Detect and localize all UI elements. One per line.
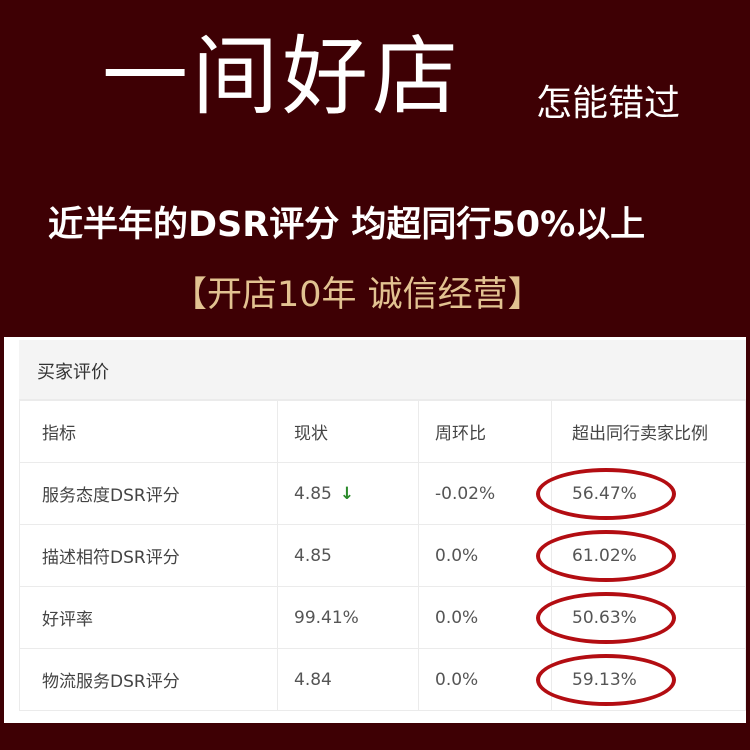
table-row: 描述相符DSR评分 4.85 0.0% 61.02% bbox=[19, 524, 746, 587]
column-header: 周环比 bbox=[418, 400, 552, 463]
wow-cell: 0.0% bbox=[418, 524, 552, 587]
column-header: 现状 bbox=[277, 400, 419, 463]
highlight-ring bbox=[536, 530, 676, 582]
buyer-review-panel: 买家评价 指标 现状 周环比 超出同行卖家比例 服务态度DSR评分 4.85 ↓ … bbox=[4, 337, 746, 723]
highlight-ring bbox=[536, 654, 676, 706]
current-cell: 4.85 bbox=[277, 524, 419, 587]
highlight-ring bbox=[536, 592, 676, 644]
wow-cell: 0.0% bbox=[418, 586, 552, 649]
metric-cell: 物流服务DSR评分 bbox=[19, 648, 278, 711]
highlight-ring bbox=[536, 468, 676, 520]
table-row: 物流服务DSR评分 4.84 0.0% 59.13% bbox=[19, 648, 746, 711]
table-header-row: 指标 现状 周环比 超出同行卖家比例 bbox=[19, 400, 746, 463]
metric-cell: 好评率 bbox=[19, 586, 278, 649]
exceed-cell: 50.63% bbox=[536, 586, 746, 649]
current-cell: 4.85 ↓ bbox=[277, 462, 419, 525]
wow-cell: 0.0% bbox=[418, 648, 552, 711]
exceed-cell: 61.02% bbox=[536, 524, 746, 587]
metric-cell: 描述相符DSR评分 bbox=[19, 524, 278, 587]
wow-cell: -0.02% bbox=[418, 462, 552, 525]
arrow-down-icon: ↓ bbox=[339, 483, 355, 504]
exceed-cell: 56.47% bbox=[536, 462, 746, 525]
column-header: 超出同行卖家比例 bbox=[551, 400, 746, 463]
table-row: 服务态度DSR评分 4.85 ↓ -0.02% 56.47% bbox=[19, 462, 746, 525]
exceed-cell: 59.13% bbox=[536, 648, 746, 711]
current-cell: 4.84 bbox=[277, 648, 419, 711]
panel-header: 买家评价 bbox=[19, 340, 746, 400]
current-cell: 99.41% bbox=[277, 586, 419, 649]
headline-side: 怎能错过 bbox=[536, 83, 681, 124]
subline: 近半年的DSR评分 均超同行50%以上 bbox=[48, 205, 646, 245]
dsr-table: 指标 现状 周环比 超出同行卖家比例 服务态度DSR评分 4.85 ↓ -0.02… bbox=[19, 400, 746, 711]
column-header: 指标 bbox=[19, 400, 278, 463]
metric-cell: 服务态度DSR评分 bbox=[19, 462, 278, 525]
headline-main: 一间好店 bbox=[102, 27, 462, 127]
table-row: 好评率 99.41% 0.0% 50.63% bbox=[19, 586, 746, 649]
current-value: 4.85 bbox=[294, 483, 332, 504]
panel-title: 买家评价 bbox=[37, 362, 109, 383]
tagline: 【开店10年 诚信经营】 bbox=[172, 275, 543, 315]
